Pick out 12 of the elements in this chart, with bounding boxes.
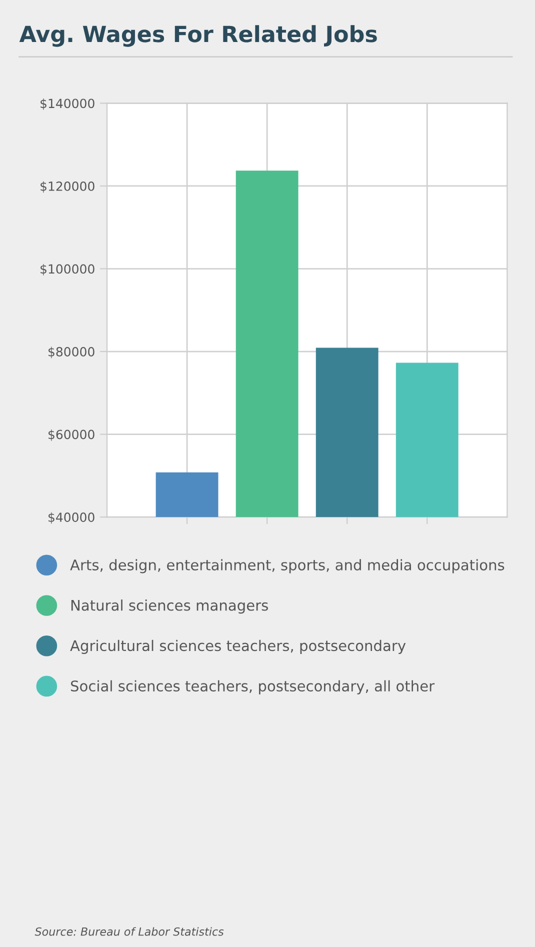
legend-label: Agricultural sciences teachers, postsecondary: [70, 640, 406, 654]
y-tick-label: $140000: [40, 98, 94, 110]
legend-label: Social sciences teachers, postsecondary, all other: [70, 680, 435, 694]
y-tick-label: $40000: [48, 512, 94, 524]
y-tick-label: $80000: [48, 346, 94, 358]
source-note: Source: Bureau of Labor Statistics: [34, 927, 224, 936]
chart-title: Avg. Wages For Related Jobs: [19, 25, 377, 47]
y-tick-label: $100000: [40, 264, 94, 276]
legend-label: Arts, design, entertainment, sports, and media occupations: [70, 559, 504, 574]
y-tick-label: $120000: [40, 181, 94, 193]
y-tick-label: $60000: [48, 430, 94, 441]
legend-label: Natural sciences managers: [71, 600, 268, 614]
